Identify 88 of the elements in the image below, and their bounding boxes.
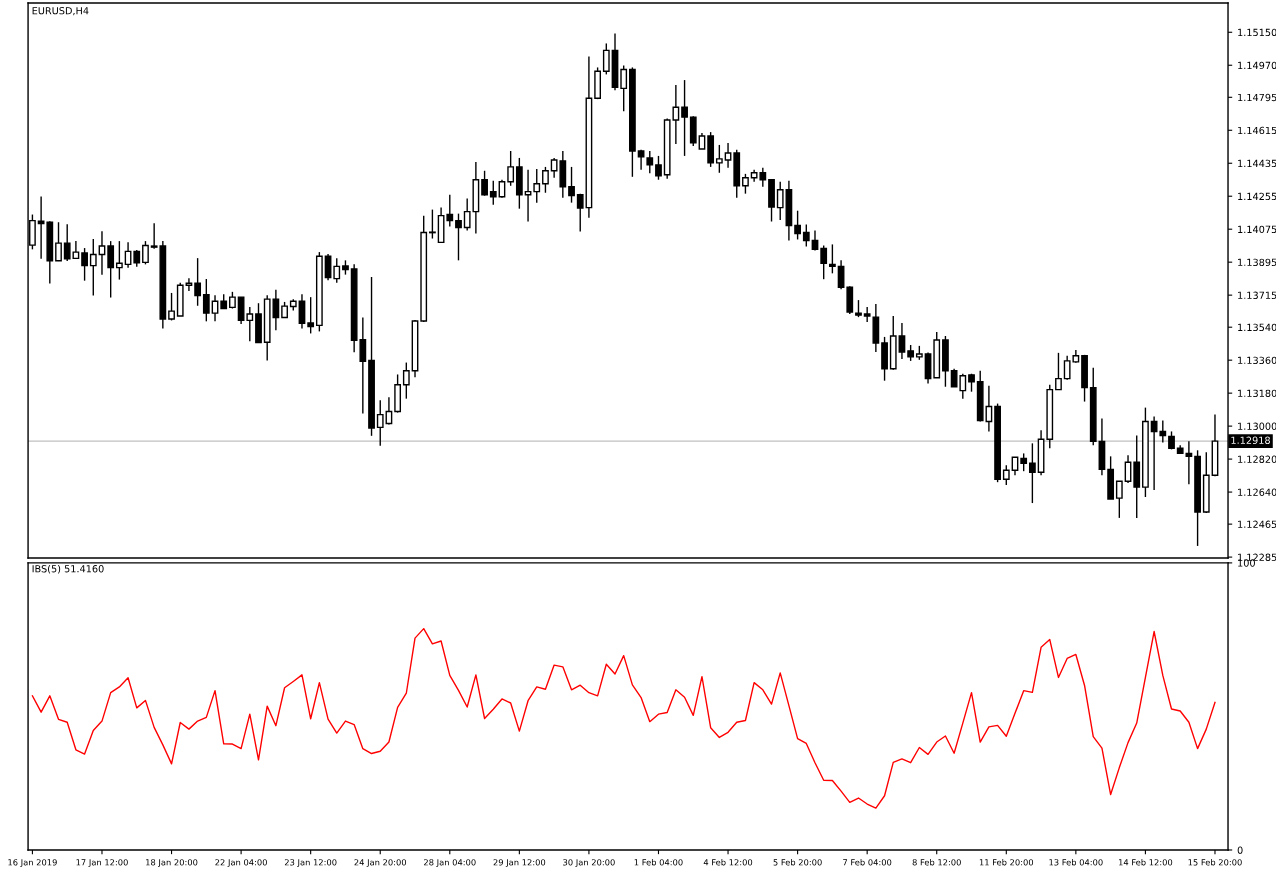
y-tick-label: 1.13000 bbox=[1238, 422, 1276, 430]
candlestick bbox=[298, 293, 306, 330]
y-tick-label: 1.14970 bbox=[1238, 61, 1276, 70]
x-tick-label: 30 Jan 20:00 bbox=[563, 859, 615, 868]
candlestick bbox=[794, 209, 801, 241]
y-tick-label: 1.15150 bbox=[1238, 28, 1276, 37]
candlestick bbox=[820, 244, 828, 280]
y-tick-label: 1.12640 bbox=[1238, 488, 1276, 496]
x-tick-label: 24 Jan 20:00 bbox=[354, 859, 407, 868]
y-tick-label: 1.14615 bbox=[1238, 126, 1276, 135]
candlestick bbox=[429, 208, 436, 240]
candlestick bbox=[533, 168, 541, 204]
candlestick bbox=[576, 192, 584, 233]
y-tick-label: 1.13180 bbox=[1238, 389, 1276, 397]
candlestick bbox=[681, 79, 688, 157]
x-tick-label: 15 Feb 20:00 bbox=[1188, 859, 1242, 866]
candlestick bbox=[63, 223, 71, 262]
candlestick bbox=[202, 278, 210, 323]
x-tick-label: 8 Feb 12:00 bbox=[912, 859, 961, 866]
x-tick-label: 16 Jan 2019 bbox=[8, 859, 57, 868]
candlestick bbox=[1115, 480, 1123, 519]
candlestick bbox=[455, 212, 462, 262]
candlestick bbox=[828, 243, 836, 275]
candlestick bbox=[246, 306, 254, 343]
x-tick-label: 14 Feb 12:00 bbox=[1119, 859, 1173, 866]
line-series bbox=[31, 627, 1216, 809]
y-tick-label: 1.14255 bbox=[1238, 192, 1276, 201]
candlestick bbox=[1055, 352, 1062, 391]
x-tick-label: 29 Jan 12:00 bbox=[493, 859, 546, 868]
y-tick-label: 1.12820 bbox=[1238, 455, 1276, 463]
candlestick bbox=[142, 240, 149, 266]
candlestick bbox=[194, 257, 202, 307]
y-tick-label: 1.14435 bbox=[1238, 159, 1276, 168]
y-tick-label: 1.12465 bbox=[1238, 520, 1276, 528]
candlestick bbox=[489, 180, 497, 206]
candlestick bbox=[81, 247, 88, 282]
x-tick-label: 22 Jan 04:00 bbox=[215, 859, 267, 868]
x-tick-label: 23 Jan 12:00 bbox=[284, 859, 337, 868]
candlestick bbox=[115, 240, 123, 281]
candlestick bbox=[646, 150, 654, 174]
candlestick bbox=[602, 42, 610, 76]
candlestick bbox=[376, 399, 384, 447]
candlestick bbox=[620, 64, 628, 112]
candlestick bbox=[776, 181, 784, 221]
candlestick bbox=[55, 221, 62, 262]
candlestick bbox=[307, 296, 315, 335]
candlestick bbox=[742, 173, 749, 195]
candlestick bbox=[211, 294, 219, 323]
x-tick-label: 13 Feb 04:00 bbox=[1049, 859, 1103, 866]
candlestick bbox=[715, 144, 723, 174]
y-tick-label: 1.14795 bbox=[1238, 93, 1276, 102]
candlestick bbox=[1002, 464, 1010, 486]
y-tick-label: 1.12285 bbox=[1238, 553, 1276, 561]
candlestick bbox=[333, 257, 341, 284]
x-tick-label: 17 Jan 12:00 bbox=[76, 859, 128, 868]
candlestick bbox=[724, 142, 732, 169]
candlestick bbox=[802, 223, 810, 248]
candlestick bbox=[402, 361, 410, 400]
candlestick bbox=[568, 166, 575, 204]
x-tick-label: 28 Jan 04:00 bbox=[424, 859, 476, 868]
x-tick-label: 1 Feb 04:00 bbox=[634, 859, 683, 866]
y-tick-label: 1.13540 bbox=[1238, 323, 1276, 332]
chart-title: EURUSD,H4 bbox=[32, 7, 89, 16]
candlestick bbox=[507, 150, 515, 187]
candlestick bbox=[89, 238, 97, 297]
candlestick bbox=[168, 292, 175, 322]
y-tick-label: 1.13895 bbox=[1238, 258, 1276, 266]
y-tick-label: 0 bbox=[1237, 846, 1243, 854]
candlestick bbox=[446, 194, 454, 228]
x-tick-label: 4 Feb 12:00 bbox=[703, 859, 753, 866]
y-tick-label: 1.13360 bbox=[1238, 356, 1276, 365]
candlestick bbox=[98, 230, 106, 276]
y-tick-label: 1.13715 bbox=[1238, 291, 1276, 299]
ref-line-label: 1.12918 bbox=[1231, 436, 1270, 444]
candlestick bbox=[481, 170, 488, 197]
candlestick bbox=[1028, 442, 1036, 504]
candlestick bbox=[237, 296, 245, 325]
chart-title: IBS(5) 51.4160 bbox=[32, 564, 104, 574]
y-tick-label: 100 bbox=[1238, 559, 1255, 567]
candlestick bbox=[655, 155, 662, 181]
candlestick bbox=[107, 240, 115, 299]
x-tick-label: 5 Feb 20:00 bbox=[773, 859, 822, 866]
x-tick-label: 11 Feb 20:00 bbox=[979, 859, 1034, 866]
candlestick bbox=[898, 322, 906, 360]
y-tick-label: 1.14075 bbox=[1238, 225, 1276, 234]
candlestick bbox=[542, 166, 549, 194]
x-tick-label: 18 Jan 20:00 bbox=[146, 859, 198, 868]
x-tick-label: 7 Feb 04:00 bbox=[843, 859, 892, 866]
